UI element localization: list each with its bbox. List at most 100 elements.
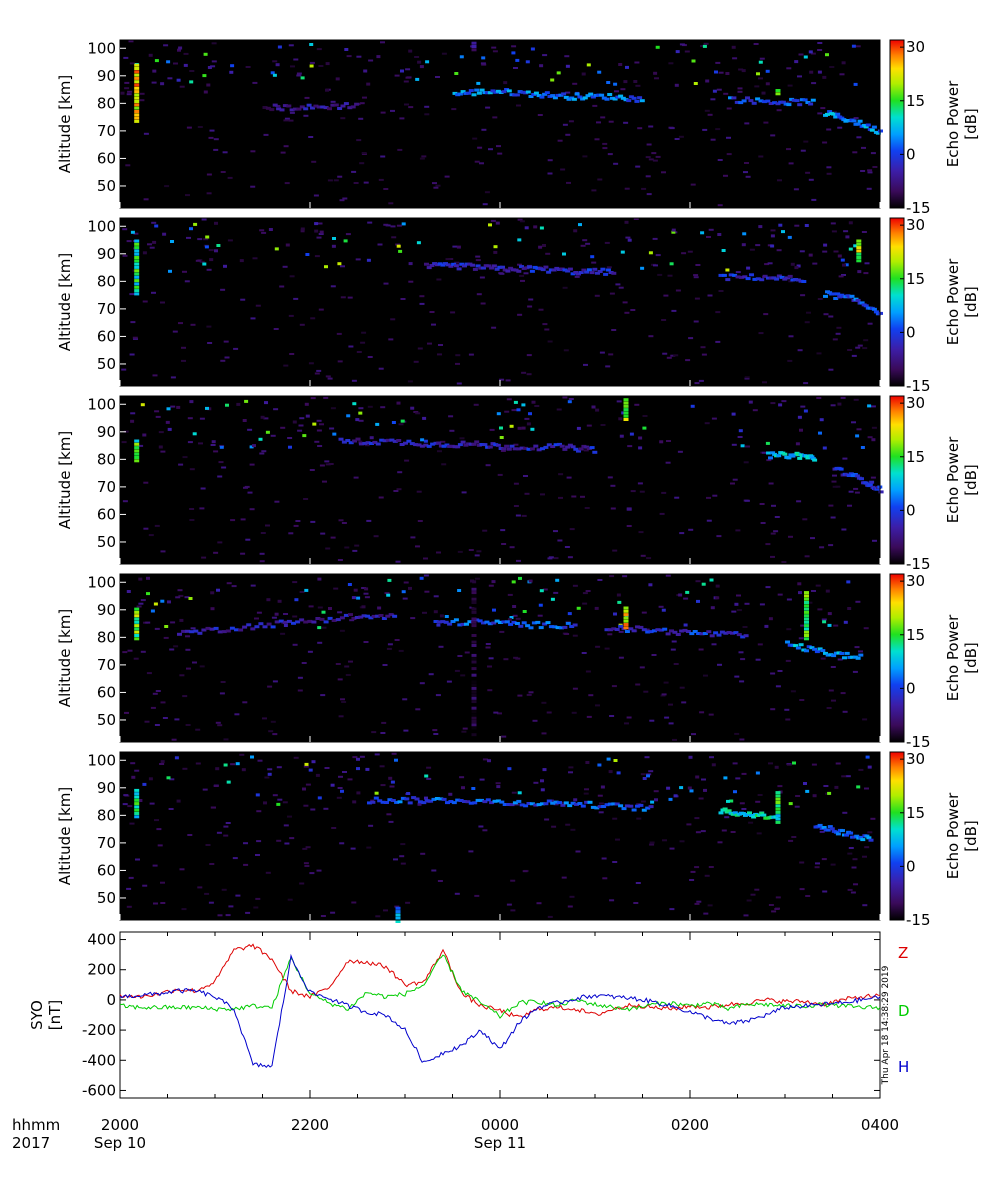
noise-pixel (173, 62, 178, 65)
noise-pixel (850, 891, 856, 894)
noise-pixel (432, 182, 437, 185)
echo-layer-cell (521, 266, 527, 270)
noise-pixel (424, 590, 430, 593)
noise-pixel (744, 499, 750, 502)
noise-pixel (187, 441, 193, 444)
x-row-label-time: hhmm (12, 1116, 60, 1134)
meteor-echo (252, 444, 256, 448)
noise-pixel (517, 263, 522, 266)
noise-pixel (140, 650, 146, 653)
noise-pixel (149, 246, 155, 249)
strong-echo-cell (134, 70, 140, 74)
noise-pixel (841, 528, 847, 531)
noise-pixel (767, 262, 773, 265)
noise-pixel (455, 362, 460, 365)
meteor-echo (685, 590, 690, 594)
echo-layer-cell (797, 456, 803, 460)
meteor-echo (827, 791, 832, 795)
noise-pixel (785, 659, 791, 662)
noise-pixel (599, 351, 605, 354)
echo-layer-cell (618, 94, 624, 98)
noise-pixel (402, 597, 408, 600)
noise-pixel (607, 153, 613, 156)
noise-pixel (867, 171, 873, 174)
echo-layer-cell (491, 621, 497, 625)
echo-layer-cell (479, 443, 485, 446)
echo-layer-cell (554, 266, 560, 270)
noise-pixel (832, 485, 838, 488)
echo-layer-cell (335, 618, 341, 622)
noise-pixel (380, 406, 386, 409)
meteor-echo (179, 618, 184, 622)
meteor-echo (691, 59, 696, 63)
noise-pixel (528, 298, 534, 301)
noise-pixel (380, 111, 386, 114)
meteor-echo (160, 760, 165, 764)
meteor-echo (152, 69, 157, 73)
echo-layer-cell (531, 621, 537, 625)
noise-pixel (708, 713, 714, 716)
echo-layer-cell (605, 268, 611, 272)
strong-echo-cell (471, 48, 477, 52)
noise-pixel (833, 624, 839, 627)
noise-pixel (311, 160, 317, 163)
noise-pixel (794, 224, 800, 227)
meteor-echo (509, 616, 514, 619)
meteor-echo (160, 599, 165, 603)
meteor-echo (203, 90, 208, 94)
noise-pixel (677, 450, 683, 453)
echo-layers (424, 262, 883, 316)
noise-pixel (396, 488, 402, 491)
echo-layer-cell (658, 628, 664, 632)
noise-pixel (160, 881, 165, 884)
noise-pixel (828, 315, 834, 318)
noise-pixel (826, 172, 832, 175)
echo-layer-cell (581, 268, 587, 272)
echo-layer-cell (293, 107, 298, 111)
noise-pixel (347, 778, 353, 781)
echo-layer-cell (501, 90, 507, 94)
meteor-echo (167, 600, 171, 604)
strong-echo-cell (134, 442, 140, 446)
strong-echo-cell (471, 713, 477, 717)
meteor-echo (178, 46, 183, 50)
echo-layer-cell (419, 444, 425, 448)
noise-pixel (405, 901, 411, 904)
noise-pixel (475, 259, 481, 262)
noise-pixel (605, 365, 611, 368)
noise-pixel (296, 74, 302, 77)
strong-echo-cell (134, 788, 140, 792)
noise-pixel (260, 532, 266, 534)
noise-pixel (564, 633, 570, 635)
strong-echo-cell (134, 802, 140, 806)
noise-pixel (480, 302, 486, 305)
meteor-echo (618, 63, 623, 66)
noise-pixel (391, 752, 397, 755)
echo-layer-cell (567, 267, 573, 271)
strong-echo-cell (471, 663, 477, 667)
echo-layer-cell (757, 813, 763, 817)
echo-layer-cell (776, 274, 782, 278)
noise-pixel (123, 56, 129, 59)
meteor-echo (539, 64, 544, 68)
strong-echo-cell (134, 279, 140, 283)
noise-pixel (832, 338, 838, 341)
echo-layer-cell (367, 801, 372, 805)
echo-layer-cell (825, 828, 831, 832)
strong-echo-cell (134, 282, 140, 286)
noise-pixel (583, 449, 589, 452)
echo-layer-cell (423, 443, 429, 447)
noise-pixel (749, 248, 755, 251)
y-tick-label: 50 (97, 177, 116, 195)
meteor-echo (337, 262, 342, 266)
noise-pixel (497, 712, 502, 715)
noise-pixel (764, 263, 770, 266)
noise-pixel (171, 738, 177, 741)
meteor-echo (540, 779, 544, 783)
noise-pixel (506, 398, 512, 401)
echo-layer-cell (371, 614, 377, 618)
echo-layer-cell (375, 442, 381, 446)
noise-pixel (854, 491, 860, 494)
noise-pixel (454, 669, 460, 672)
echo-layer-cell (540, 802, 545, 806)
